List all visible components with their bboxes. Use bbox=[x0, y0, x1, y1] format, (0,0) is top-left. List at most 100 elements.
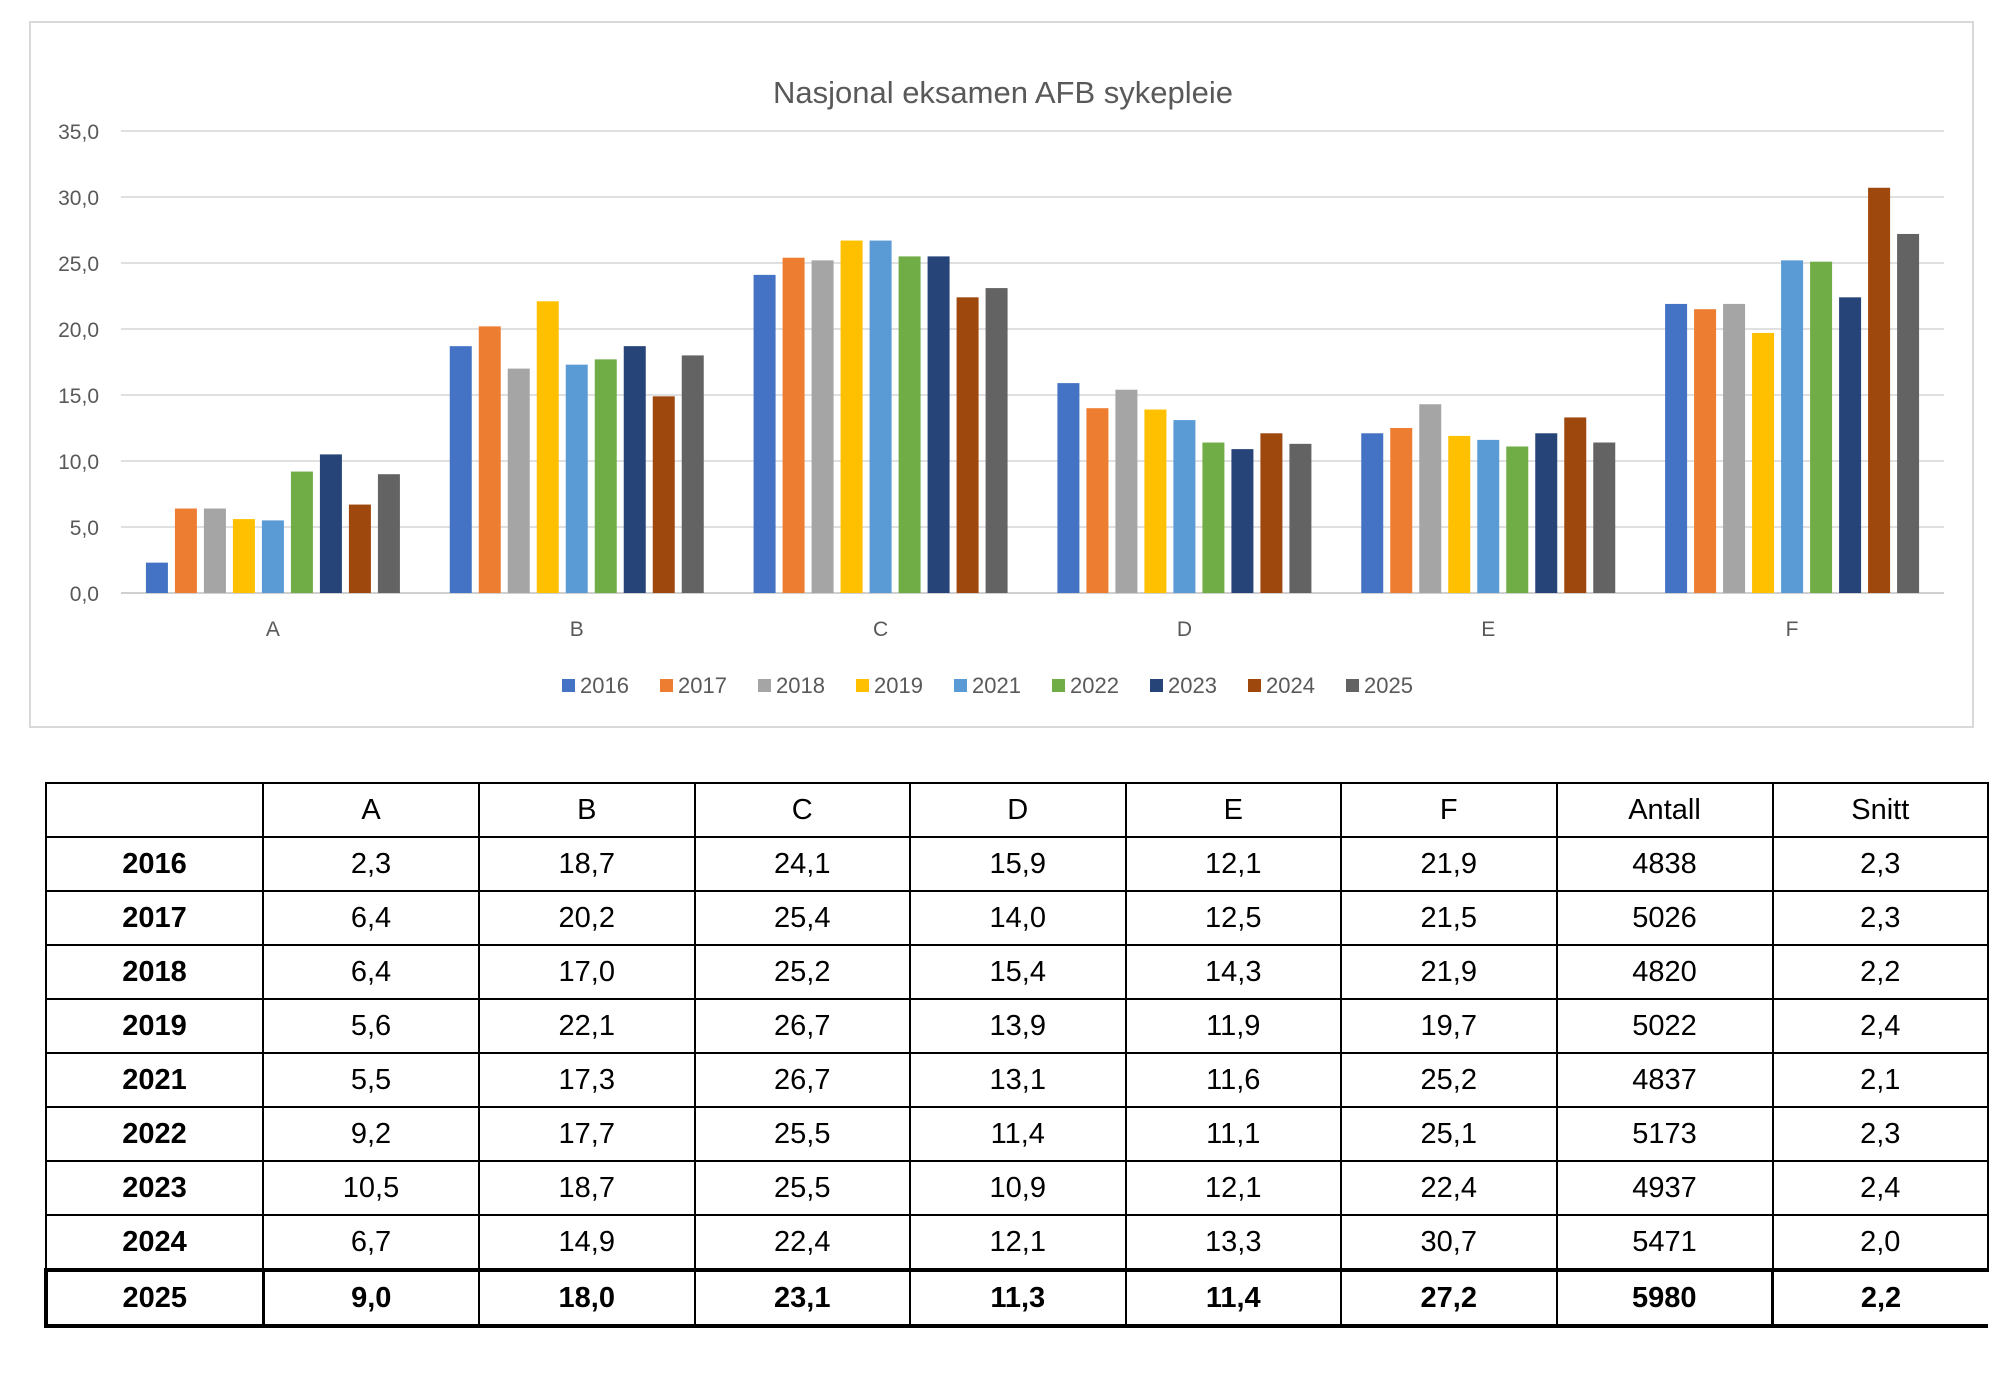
table-cell: 5980 bbox=[1555, 1268, 1774, 1328]
bar-F-2025 bbox=[1897, 233, 1920, 593]
table-cell: 4838 bbox=[1555, 836, 1774, 892]
legend-label: 2016 bbox=[580, 673, 629, 698]
table-body: 2016 2,3 18,7 24,1 15,9 12,1 21,9 4838 2,3 2017 6,… bbox=[44, 836, 1989, 1328]
x-tick-label: A bbox=[266, 618, 280, 641]
legend-label: 2019 bbox=[874, 673, 923, 698]
table-cell: 2,4 bbox=[1771, 1160, 1989, 1216]
table-cell: 18,0 bbox=[478, 1268, 696, 1328]
bar-D-2019 bbox=[1144, 409, 1167, 593]
table-cell: 17,7 bbox=[478, 1106, 696, 1162]
table-cell: 6,7 bbox=[262, 1214, 480, 1271]
table-cell: 27,2 bbox=[1340, 1268, 1558, 1328]
legend-label: 2021 bbox=[972, 673, 1021, 698]
legend-swatch-2022 bbox=[1052, 679, 1065, 692]
bar-B-2021 bbox=[565, 364, 588, 593]
results-table: A B C D E F Antall Snitt 2016 2,3 18,7 24,1 15,9 12,… bbox=[44, 782, 1989, 1328]
table-cell: 5,5 bbox=[262, 1052, 480, 1108]
legend-swatch-2021 bbox=[954, 679, 967, 692]
table-cell: 11,4 bbox=[1124, 1268, 1342, 1328]
table-cell: 21,9 bbox=[1340, 944, 1558, 1000]
table-cell: 11,1 bbox=[1124, 1106, 1342, 1162]
table-row: 2022 9,2 17,7 25,5 11,4 11,1 25,1 5173 2,3 bbox=[45, 1106, 1989, 1162]
bar-chart: Nasjonal eksamen AFB sykepleie 0,0 5,0 10,0… bbox=[58, 75, 1944, 698]
table-cell: 15,9 bbox=[909, 836, 1127, 892]
table-cell: 5471 bbox=[1555, 1214, 1774, 1271]
x-tick-label: E bbox=[1481, 618, 1495, 641]
legend-swatch-2025 bbox=[1346, 679, 1359, 692]
bar-B-2024 bbox=[652, 396, 675, 593]
y-tick-label: 25,0 bbox=[58, 253, 99, 276]
x-tick-label: F bbox=[1786, 618, 1799, 641]
bar-E-2017 bbox=[1390, 428, 1413, 593]
header-corner bbox=[45, 782, 264, 838]
table-cell: 18,7 bbox=[478, 1160, 696, 1216]
table-cell: 5022 bbox=[1555, 998, 1774, 1054]
legend-swatch-2019 bbox=[856, 679, 869, 692]
table-cell: 2,2 bbox=[1771, 944, 1989, 1000]
bar-F-2023 bbox=[1839, 297, 1862, 593]
legend-swatch-2016 bbox=[562, 679, 575, 692]
table-cell: 2,3 bbox=[1771, 1106, 1989, 1162]
bar-D-2017 bbox=[1086, 408, 1109, 593]
table-cell: 11,4 bbox=[909, 1106, 1127, 1162]
bar-A-2022 bbox=[290, 471, 313, 593]
table-row: 2023 10,5 18,7 25,5 10,9 12,1 22,4 4937 2,4 bbox=[45, 1160, 1989, 1216]
table-row: 2018 6,4 17,0 25,2 15,4 14,3 21,9 4820 2,2 bbox=[45, 944, 1989, 1000]
table-cell: 13,3 bbox=[1124, 1214, 1342, 1271]
bar-E-2024 bbox=[1564, 417, 1587, 593]
bar-C-2018 bbox=[811, 260, 834, 593]
table-cell: 18,7 bbox=[478, 836, 696, 892]
table-cell: 19,7 bbox=[1340, 998, 1558, 1054]
column-header: D bbox=[909, 782, 1127, 838]
row-header-year: 2024 bbox=[45, 1214, 264, 1271]
legend-label: 2025 bbox=[1364, 673, 1413, 698]
bar-D-2024 bbox=[1260, 433, 1283, 593]
bar-B-2019 bbox=[536, 301, 559, 593]
bar-A-2017 bbox=[174, 508, 197, 593]
table-cell: 5173 bbox=[1555, 1106, 1774, 1162]
row-header-year: 2022 bbox=[45, 1106, 264, 1162]
table-cell: 25,1 bbox=[1340, 1106, 1558, 1162]
bar-A-2025 bbox=[377, 474, 400, 593]
table-cell: 14,9 bbox=[478, 1214, 696, 1271]
table-cell: 2,1 bbox=[1771, 1052, 1989, 1108]
table-cell: 14,3 bbox=[1124, 944, 1342, 1000]
table-cell: 11,9 bbox=[1124, 998, 1342, 1054]
bar-D-2016 bbox=[1057, 383, 1080, 593]
table-cell: 14,0 bbox=[909, 890, 1127, 946]
table-header-row: A B C D E F Antall Snitt bbox=[45, 782, 1989, 838]
table-cell: 13,9 bbox=[909, 998, 1127, 1054]
column-header: Antall bbox=[1555, 782, 1774, 838]
table-row: 2024 6,7 14,9 22,4 12,1 13,3 30,7 5471 2,0 bbox=[45, 1214, 1989, 1271]
table-cell: 26,7 bbox=[693, 1052, 911, 1108]
legend-label: 2022 bbox=[1070, 673, 1119, 698]
bar-C-2022 bbox=[898, 256, 921, 593]
table-cell: 10,5 bbox=[262, 1160, 480, 1216]
y-tick-label: 30,0 bbox=[58, 187, 99, 210]
bar-F-2016 bbox=[1665, 303, 1688, 593]
table-cell: 25,2 bbox=[1340, 1052, 1558, 1108]
table-cell: 2,2 bbox=[1771, 1268, 1988, 1328]
bar-F-2021 bbox=[1781, 260, 1804, 593]
bar-C-2016 bbox=[753, 274, 776, 593]
table-cell: 25,4 bbox=[693, 890, 911, 946]
table-cell: 30,7 bbox=[1340, 1214, 1558, 1271]
legend-swatch-2024 bbox=[1248, 679, 1261, 692]
column-header: C bbox=[693, 782, 911, 838]
column-header: F bbox=[1340, 782, 1558, 838]
table-row: 2016 2,3 18,7 24,1 15,9 12,1 21,9 4838 2,3 bbox=[45, 836, 1989, 892]
bar-C-2019 bbox=[840, 240, 863, 593]
bar-A-2016 bbox=[145, 562, 168, 593]
y-tick-label: 5,0 bbox=[70, 517, 99, 540]
table-row: 2021 5,5 17,3 26,7 13,1 11,6 25,2 4837 2,1 bbox=[45, 1052, 1989, 1108]
table-cell: 21,9 bbox=[1340, 836, 1558, 892]
table-cell: 17,3 bbox=[478, 1052, 696, 1108]
table-cell: 23,1 bbox=[693, 1268, 911, 1328]
table-cell: 25,5 bbox=[693, 1106, 911, 1162]
table-cell: 22,4 bbox=[693, 1214, 911, 1271]
table-cell: 22,1 bbox=[478, 998, 696, 1054]
table-cell: 13,1 bbox=[909, 1052, 1127, 1108]
bar-C-2021 bbox=[869, 240, 892, 593]
bar-A-2018 bbox=[203, 508, 226, 593]
column-header: A bbox=[262, 782, 480, 838]
